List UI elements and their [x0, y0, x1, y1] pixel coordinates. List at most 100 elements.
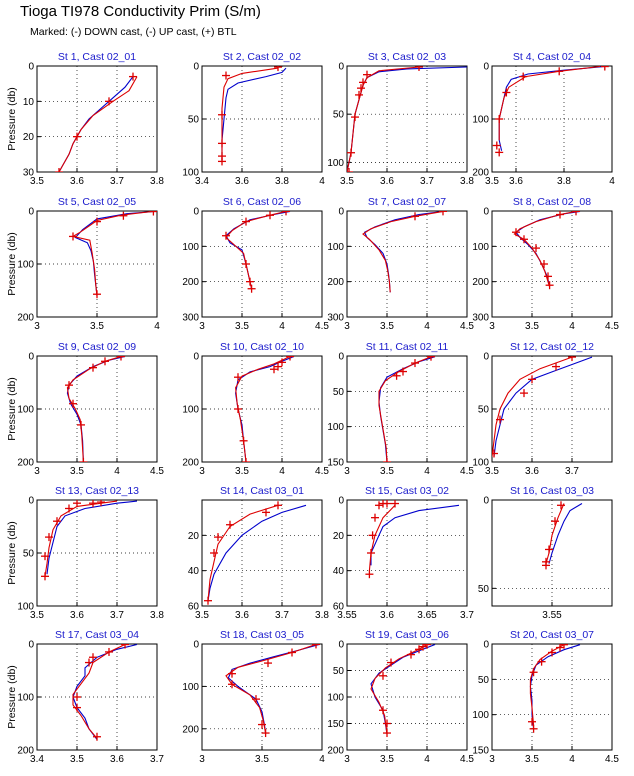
x-tick-label: 3.6	[509, 176, 523, 187]
btl-marker	[41, 552, 49, 561]
x-tick-label: 4	[279, 321, 285, 332]
x-tick-label: 4.5	[460, 466, 474, 477]
y-tick-label: 200	[182, 724, 199, 735]
x-tick-label: 4	[154, 321, 160, 332]
y-tick-label: 50	[478, 405, 490, 416]
btl-marker	[359, 78, 367, 87]
btl-marker	[228, 669, 236, 678]
panel-11: St 11, Cast 02_11 3 3.5 4 4.5 0 50 100 150	[327, 341, 474, 477]
btl-marker	[407, 650, 415, 659]
x-tick-label: 3.4	[30, 754, 44, 765]
x-tick-label: 4.5	[605, 754, 619, 765]
btl-marker	[258, 720, 266, 729]
x-tick-label: 3.5	[70, 754, 84, 765]
x-tick-label: 4.5	[315, 321, 329, 332]
panel-title: St 9, Cast 02_09	[58, 341, 136, 353]
series-layer	[362, 211, 447, 293]
btl-marker	[347, 148, 355, 157]
plot-frame	[346, 499, 468, 607]
panel-20: St 20, Cast 03_07 3 3.5 4 4.5 0 50 100 150	[472, 629, 619, 765]
x-tick-label: 3.5	[380, 754, 394, 765]
x-tick-label: 3.6	[380, 610, 394, 621]
series-layer	[528, 644, 581, 733]
x-tick-label: 4	[424, 321, 430, 332]
x-tick-label: 3.5	[525, 754, 539, 765]
btl-marker	[239, 436, 248, 445]
x-tick-label: 3	[489, 321, 495, 332]
panel-5: St 5, Cast 02_05 3 3.5 4 0 100 200 Pressure (db…	[6, 196, 160, 332]
x-tick-label: 4	[569, 321, 575, 332]
btl-marker	[492, 141, 501, 150]
y-axis-label: Pressure (db)	[6, 521, 18, 585]
series-layer	[41, 500, 138, 581]
btl-marker	[529, 668, 538, 677]
btl-marker	[274, 66, 282, 72]
btl-marker	[556, 644, 564, 652]
btl-marker	[288, 648, 296, 657]
panel-title: St 10, Cast 02_10	[220, 341, 304, 353]
btl-marker	[77, 420, 85, 429]
btl-marker	[105, 97, 113, 106]
y-tick-label: 300	[182, 313, 199, 324]
series-layer	[218, 66, 287, 166]
btl-marker	[105, 647, 113, 656]
panel-15: St 15, Cast 03_02 3.55 3.6 3.65 3.7 0 20 40 60	[333, 485, 475, 621]
y-tick-label: 0	[338, 352, 344, 363]
x-tick-label: 4	[114, 466, 120, 477]
x-tick-label: 3.5	[90, 321, 104, 332]
y-tick-label: 100	[327, 242, 344, 253]
y-tick-label: 0	[193, 352, 199, 363]
btl-marker	[129, 72, 137, 81]
btl-marker	[246, 277, 254, 286]
btl-marker	[551, 517, 559, 526]
y-tick-label: 100	[182, 168, 199, 179]
panel-title: St 2, Cast 02_02	[223, 51, 301, 63]
series-layer	[492, 356, 593, 458]
x-tick-label: 4	[279, 466, 285, 477]
y-tick-label: 50	[333, 666, 345, 677]
y-tick-label: 50	[23, 549, 35, 560]
panel-grid: St 1, Cast 02_013.5 3.6 3.7 3.80102030Press…	[6, 51, 619, 765]
x-tick-label: 3.5	[380, 466, 394, 477]
x-tick-label: 3.6	[110, 754, 124, 765]
y-tick-label: 0	[28, 207, 34, 218]
y-tick-label: 100	[327, 158, 344, 169]
plot-frame	[201, 210, 323, 318]
panel-title: St 17, Cast 03_04	[55, 629, 139, 641]
plot-frame	[346, 210, 468, 318]
up-cast-line	[235, 356, 291, 462]
btl-marker	[242, 458, 250, 462]
btl-marker	[262, 508, 270, 517]
down-cast-line	[72, 644, 138, 740]
btl-marker	[93, 732, 101, 741]
btl-marker	[415, 645, 423, 654]
btl-marker	[226, 520, 234, 529]
y-tick-label: 20	[188, 531, 200, 542]
btl-marker	[557, 501, 565, 510]
btl-marker	[387, 658, 395, 667]
y-tick-label: 0	[483, 207, 489, 218]
y-tick-label: 100	[17, 602, 34, 613]
btl-marker	[427, 356, 435, 361]
btl-marker	[532, 244, 540, 253]
y-tick-label: 100	[472, 115, 489, 126]
x-tick-label: 3.8	[275, 176, 289, 187]
y-tick-label: 100	[182, 682, 199, 693]
up-cast-line	[545, 503, 565, 564]
plot-frame	[346, 65, 468, 173]
up-cast-line	[225, 644, 317, 734]
x-tick-label: 3.5	[485, 466, 499, 477]
x-tick-label: 3	[34, 321, 40, 332]
y-axis-label: Pressure (db)	[6, 665, 18, 729]
btl-marker	[69, 232, 77, 241]
y-tick-label: 200	[182, 277, 199, 288]
y-tick-label: 0	[338, 640, 344, 651]
btl-marker	[73, 132, 81, 141]
btl-marker	[383, 729, 391, 738]
panel-title: St 5, Cast 02_05	[58, 196, 136, 208]
x-tick-label: 3.5	[485, 176, 499, 187]
up-cast-line	[362, 211, 444, 293]
btl-marker	[204, 596, 212, 605]
btl-marker	[89, 363, 97, 372]
